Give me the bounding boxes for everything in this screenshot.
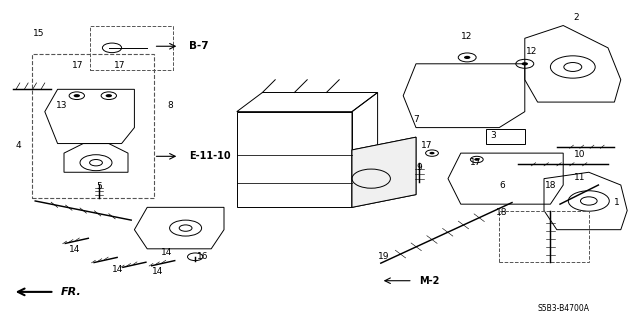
Circle shape [106,94,112,97]
Text: 14: 14 [152,267,163,276]
Text: 11: 11 [574,173,586,182]
Text: 15: 15 [33,29,45,38]
Text: 7: 7 [413,115,419,124]
Text: E-11-10: E-11-10 [189,151,230,161]
Circle shape [464,56,470,59]
Text: 12: 12 [461,32,472,41]
Text: 17: 17 [420,141,432,150]
Circle shape [474,158,479,161]
Text: 17: 17 [72,61,83,70]
Text: 19: 19 [378,252,389,261]
Bar [486,129,525,144]
Text: 4: 4 [16,141,22,150]
Text: 17: 17 [470,158,481,167]
Text: FR.: FR. [61,287,81,297]
Text: 1: 1 [614,198,620,207]
Text: B-7: B-7 [189,41,209,51]
Text: 17: 17 [114,61,125,70]
Text: 14: 14 [112,265,124,274]
Polygon shape [352,137,416,207]
Text: S5B3-B4700A: S5B3-B4700A [537,304,589,313]
Text: 14: 14 [69,245,81,254]
Text: 18: 18 [545,181,557,190]
Text: 13: 13 [56,101,68,110]
Text: 10: 10 [574,150,586,159]
Text: 16: 16 [196,252,208,261]
Text: 5: 5 [97,182,102,191]
Circle shape [429,152,435,154]
Text: 14: 14 [161,248,173,257]
Circle shape [522,62,528,65]
Text: 12: 12 [526,47,538,56]
Text: 3: 3 [490,131,496,140]
Text: 18: 18 [496,208,508,217]
Text: 9: 9 [416,163,422,172]
Circle shape [74,94,80,97]
Text: 6: 6 [500,181,506,189]
Text: M-2: M-2 [419,276,440,286]
Text: 8: 8 [167,101,173,110]
Text: 2: 2 [573,13,579,22]
